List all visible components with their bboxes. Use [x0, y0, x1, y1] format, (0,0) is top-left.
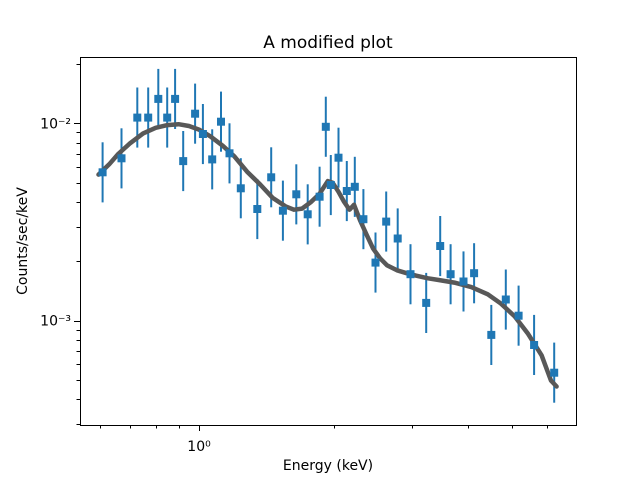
- y-tick-label: 10⁻²: [40, 116, 71, 132]
- axes-frame: [80, 57, 577, 426]
- plot-title: A modified plot: [263, 33, 393, 53]
- data-point-marker: [133, 113, 142, 122]
- data-point-marker: [208, 155, 217, 164]
- data-point-marker: [191, 109, 200, 118]
- data-point-marker: [326, 181, 335, 189]
- data-point-marker: [171, 94, 180, 103]
- data-point-marker: [236, 184, 245, 193]
- data-point-marker: [422, 298, 431, 307]
- data-point-marker: [459, 277, 468, 286]
- data-point-marker: [315, 192, 324, 201]
- data-point-marker: [550, 368, 559, 377]
- data-point-marker: [321, 122, 330, 131]
- ticks-group: [74, 64, 548, 431]
- data-point-marker: [179, 157, 188, 166]
- x-tick-label: 10⁰: [187, 439, 211, 455]
- data-point-marker: [530, 341, 539, 349]
- data-point-marker: [154, 94, 163, 103]
- data-point-marker: [393, 234, 402, 243]
- data-point-marker: [225, 149, 234, 158]
- data-point-marker: [267, 173, 276, 182]
- data-point-marker: [303, 210, 312, 219]
- data-point-marker: [359, 215, 368, 224]
- y-axis-label: Counts/sec/keV: [15, 187, 31, 295]
- data-point-marker: [117, 154, 126, 163]
- data-point-marker: [342, 187, 351, 195]
- data-point-marker: [371, 258, 380, 267]
- data-point-marker: [514, 311, 523, 320]
- data-point-marker: [163, 113, 172, 122]
- y-tick-label: 10⁻³: [40, 314, 71, 330]
- data-point-marker: [334, 153, 343, 162]
- data-point-marker: [253, 205, 262, 213]
- data-point-marker: [487, 330, 496, 339]
- data-point-marker: [406, 270, 415, 279]
- data-point-marker: [382, 217, 391, 226]
- data-points-group: [98, 94, 559, 377]
- data-point-marker: [436, 242, 445, 250]
- data-point-marker: [278, 206, 287, 215]
- data-point-marker: [470, 269, 479, 278]
- data-point-marker: [198, 130, 207, 138]
- data-point-marker: [501, 295, 510, 304]
- data-point-marker: [217, 117, 225, 126]
- data-point-marker: [350, 182, 359, 191]
- data-point-marker: [144, 113, 153, 122]
- x-axis-label: Energy (keV): [283, 458, 373, 474]
- data-point-marker: [446, 270, 455, 279]
- data-point-marker: [98, 168, 107, 177]
- data-point-marker: [292, 190, 301, 199]
